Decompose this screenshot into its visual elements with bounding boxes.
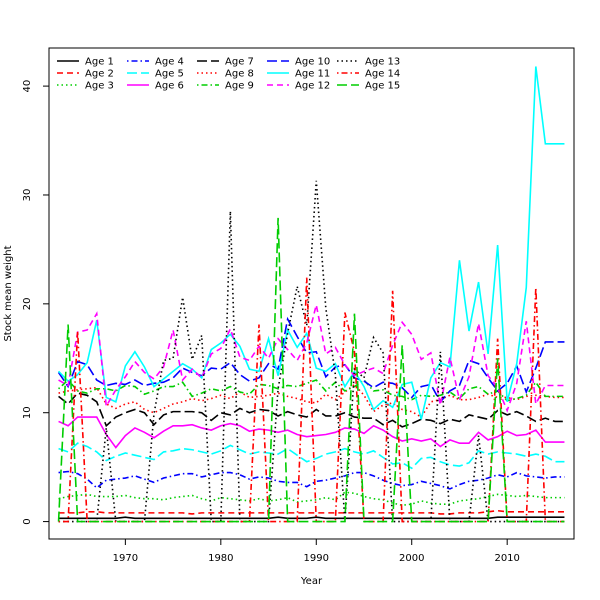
x-tick-label: 1970 (113, 553, 138, 564)
series-line-age-3 (58, 491, 565, 507)
y-tick-label: 40 (22, 80, 33, 93)
y-tick-label: 10 (22, 406, 33, 419)
series-line-age-1 (58, 516, 565, 520)
legend-label-age-8: Age 8 (225, 69, 254, 80)
y-tick-label: 30 (22, 189, 33, 202)
series-line-age-12 (58, 304, 565, 413)
legend-label-age-9: Age 9 (225, 81, 254, 92)
legend-label-age-14: Age 14 (365, 69, 400, 80)
series-line-age-5 (58, 442, 565, 470)
legend-label-age-11: Age 11 (295, 69, 330, 80)
x-axis: 1970 1980 1990 2000 2010 (113, 538, 520, 564)
legend-label-age-12: Age 12 (295, 81, 330, 92)
legend-label-age-5: Age 5 (155, 69, 184, 80)
legend-label-age-2: Age 2 (85, 69, 114, 80)
legend-label-age-1: Age 1 (85, 57, 114, 68)
legend-label-age-4: Age 4 (155, 57, 184, 68)
series-line-age-2 (58, 509, 565, 515)
legend-label-age-3: Age 3 (85, 81, 114, 92)
x-tick-label: 2010 (494, 553, 519, 564)
legend-label-age-13: Age 13 (365, 57, 400, 68)
x-tick-label: 1980 (208, 553, 233, 564)
legend-label-age-15: Age 15 (365, 81, 400, 92)
legend-label-age-10: Age 10 (295, 57, 330, 68)
series-layer (57, 66, 565, 523)
x-tick-label: 2000 (399, 553, 424, 564)
y-tick-label: 20 (22, 297, 33, 310)
y-axis: 0 10 20 30 40 (22, 80, 50, 525)
series-line-age-11 (57, 66, 565, 420)
series-line-age-9 (58, 378, 565, 402)
y-tick-label: 0 (22, 518, 33, 524)
legend-label-age-7: Age 7 (225, 57, 254, 68)
series-line-age-15 (57, 217, 565, 523)
legend-label-age-6: Age 6 (155, 81, 184, 92)
x-axis-label: Year (300, 576, 323, 587)
series-line-age-6 (58, 416, 565, 449)
y-axis-label: Stock mean weight (3, 245, 14, 341)
x-tick-label: 1990 (304, 553, 329, 564)
